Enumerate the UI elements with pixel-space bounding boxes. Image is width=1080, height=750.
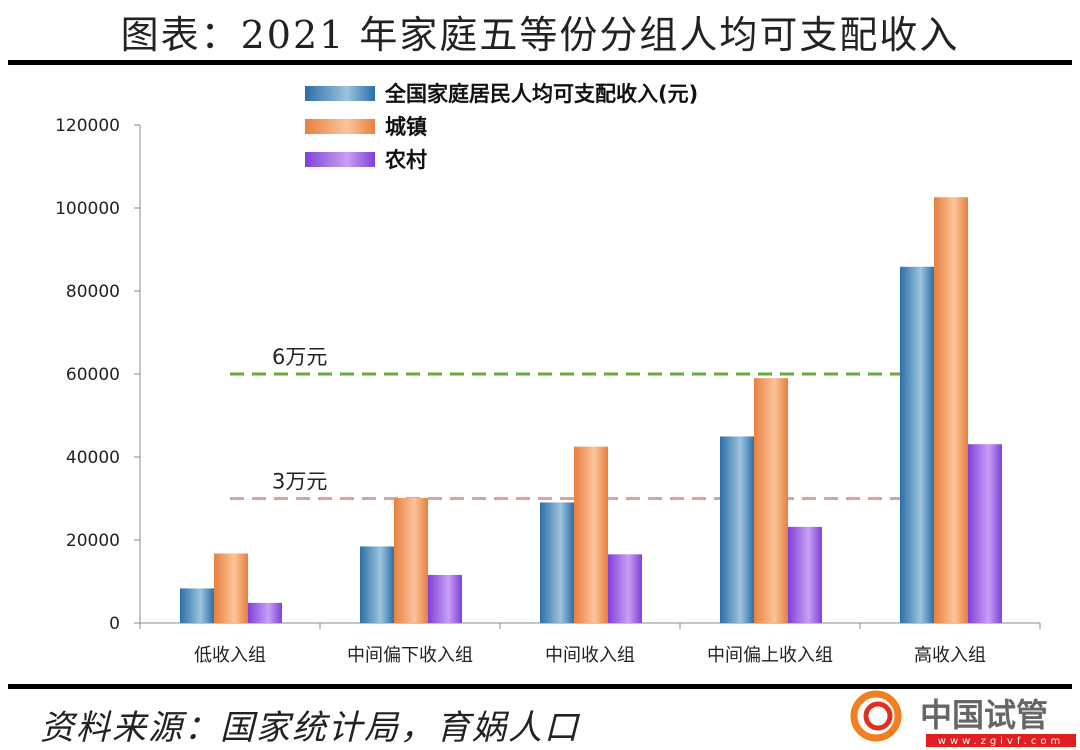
y-tick-label: 100000: [55, 199, 120, 219]
bar-1-2: [574, 446, 608, 623]
y-tick-label: 20000: [66, 531, 120, 551]
bar-2-1: [428, 574, 462, 623]
y-tick-label: 0: [109, 614, 120, 634]
bar-chart: 0 20000 40000 60000 80000 100000 120000 6万元 3万元低…: [55, 82, 1041, 666]
bar-1-3: [754, 378, 788, 623]
bottom-rule: [8, 684, 1072, 689]
bar-1-1: [394, 497, 428, 623]
svg-text:中国试管: 中国试管: [920, 696, 1048, 734]
legend-swatch: [305, 119, 375, 134]
y-tick-label: 120000: [55, 116, 120, 136]
zgivf-logo: 中国试管 www.zgivf.com: [850, 690, 1076, 747]
bar-0-2: [540, 502, 574, 623]
reference-line-label: 6万元: [272, 345, 327, 369]
chart-title: 图表：2021 年家庭五等份分组人均可支配收入: [120, 13, 960, 57]
x-tick-label: 中间收入组: [545, 645, 635, 666]
legend-label: 农村: [384, 148, 427, 172]
x-tick-label: 中间偏上收入组: [707, 645, 833, 666]
x-tick-label: 低收入组: [194, 645, 266, 666]
source-note: 资料来源：国家统计局，育娲人口: [40, 708, 580, 748]
bar-2-2: [608, 554, 642, 623]
bar-2-4: [968, 444, 1002, 623]
legend-label: 城镇: [385, 115, 427, 139]
y-tick-label: 60000: [66, 365, 120, 385]
legend-swatch: [305, 86, 375, 101]
bar-0-0: [180, 588, 214, 623]
top-rule: [8, 60, 1072, 65]
bar-1-0: [214, 553, 248, 623]
x-tick-label: 高收入组: [914, 645, 986, 666]
bar-0-3: [720, 436, 754, 623]
y-tick-label: 80000: [66, 282, 120, 302]
bar-0-4: [900, 266, 934, 623]
legend-swatch: [305, 152, 375, 167]
bar-1-4: [934, 197, 968, 623]
svg-text:www.zgivf.com: www.zgivf.com: [938, 736, 1064, 747]
bar-0-1: [360, 546, 394, 623]
reference-line-label: 3万元: [272, 470, 327, 494]
x-tick-label: 中间偏下收入组: [347, 645, 473, 666]
bar-2-3: [788, 526, 822, 623]
legend-label: 全国家庭居民人均可支配收入(元): [384, 82, 698, 106]
y-tick-label: 40000: [66, 448, 120, 468]
bar-2-0: [248, 602, 282, 623]
